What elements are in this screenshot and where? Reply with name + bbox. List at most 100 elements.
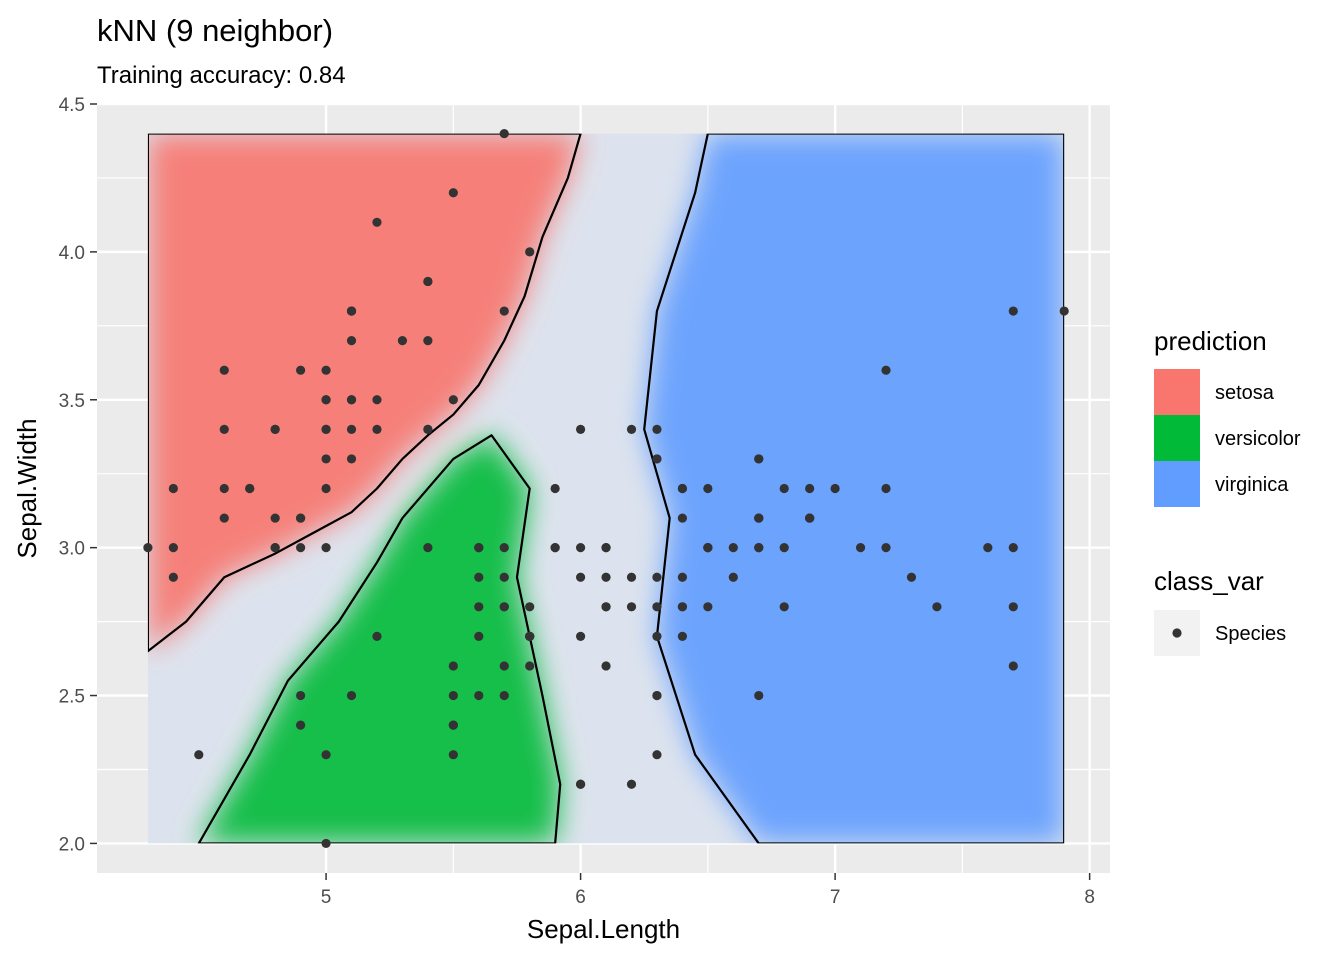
data-point: [703, 483, 713, 494]
data-point: [346, 424, 357, 434]
data-point: [575, 424, 586, 434]
data-point: [779, 602, 789, 612]
data-point: [219, 513, 229, 523]
legend-title-class-var: class_var: [1154, 566, 1264, 596]
data-point: [1008, 602, 1018, 612]
data-point: [728, 572, 738, 582]
y-tick-label: 3.0: [59, 539, 85, 560]
y-tick-label: 2.5: [59, 687, 85, 708]
data-point: [677, 483, 688, 494]
data-point: [346, 454, 357, 464]
data-point: [881, 365, 891, 375]
data-point: [550, 543, 560, 553]
data-point: [677, 513, 688, 523]
data-point: [677, 572, 688, 582]
data-point: [754, 690, 764, 701]
data-point: [321, 838, 331, 849]
data-point: [575, 631, 586, 641]
data-point: [321, 543, 331, 553]
data-point: [626, 572, 637, 582]
data-point: [601, 543, 611, 553]
data-point: [296, 365, 306, 375]
legend-key-setosa: [1154, 369, 1200, 415]
legend-key-Species: [1172, 628, 1182, 638]
x-tick-label: 6: [575, 887, 586, 908]
data-point: [168, 572, 178, 582]
data-points: [143, 128, 1069, 849]
data-point: [525, 247, 535, 257]
data-point: [855, 543, 866, 553]
data-point: [575, 543, 586, 553]
data-point: [372, 395, 382, 405]
data-point: [525, 602, 535, 612]
data-point: [677, 602, 688, 612]
data-point: [296, 720, 306, 730]
data-point: [499, 602, 509, 612]
data-point: [474, 572, 484, 582]
y-axis-label: Sepal.Width: [12, 418, 42, 558]
data-point: [296, 690, 306, 701]
data-point: [474, 690, 484, 701]
data-point: [652, 572, 662, 582]
data-point: [143, 543, 153, 553]
y-tick-label: 2.0: [59, 834, 85, 855]
data-point: [550, 483, 560, 494]
data-point: [652, 631, 662, 641]
data-point: [270, 513, 280, 523]
data-point: [703, 543, 713, 553]
data-point: [499, 543, 509, 553]
data-point: [321, 483, 331, 494]
data-point: [372, 424, 382, 434]
data-point: [168, 543, 178, 553]
x-tick-label: 7: [830, 887, 841, 908]
data-point: [321, 365, 331, 375]
data-point: [499, 690, 509, 701]
data-point: [474, 543, 484, 553]
data-point: [448, 188, 458, 198]
data-point: [906, 572, 917, 582]
data-point: [575, 779, 586, 789]
legend-label-virginica: virginica: [1215, 474, 1289, 496]
legend: prediction setosa versicolor virginica class…: [1154, 326, 1301, 656]
data-point: [219, 483, 229, 494]
data-point: [1008, 306, 1018, 316]
data-point: [499, 306, 509, 316]
data-point: [321, 454, 331, 464]
data-point: [754, 454, 764, 464]
data-point: [499, 661, 509, 671]
data-point: [830, 483, 840, 494]
data-point: [270, 543, 280, 553]
data-point: [1008, 661, 1018, 671]
data-point: [525, 631, 535, 641]
data-point: [652, 454, 662, 464]
data-point: [245, 483, 255, 494]
data-point: [932, 602, 942, 612]
chart-subtitle: Training accuracy: 0.84: [97, 62, 346, 89]
data-point: [270, 424, 280, 434]
data-point: [652, 690, 662, 701]
data-point: [296, 513, 306, 523]
data-point: [652, 602, 662, 612]
data-point: [296, 543, 306, 553]
data-point: [499, 128, 509, 139]
data-point: [346, 690, 357, 701]
y-tick-label: 3.5: [59, 391, 85, 412]
data-point: [423, 543, 433, 553]
data-point: [601, 661, 611, 671]
data-point: [983, 543, 993, 553]
chart-title: kNN (9 neighbor): [97, 13, 333, 48]
data-point: [525, 661, 535, 671]
data-point: [474, 602, 484, 612]
data-point: [423, 336, 433, 346]
data-point: [677, 631, 688, 641]
y-tick-label: 4.5: [59, 95, 85, 116]
legend-label-Species: Species: [1215, 623, 1286, 645]
legend-key-versicolor: [1154, 415, 1200, 461]
data-point: [219, 365, 229, 375]
legend-title-prediction: prediction: [1154, 326, 1267, 356]
y-tick-label: 4.0: [59, 243, 85, 264]
x-tick-label: 8: [1084, 887, 1095, 908]
data-point: [321, 424, 331, 434]
legend-key-virginica: [1154, 461, 1200, 507]
